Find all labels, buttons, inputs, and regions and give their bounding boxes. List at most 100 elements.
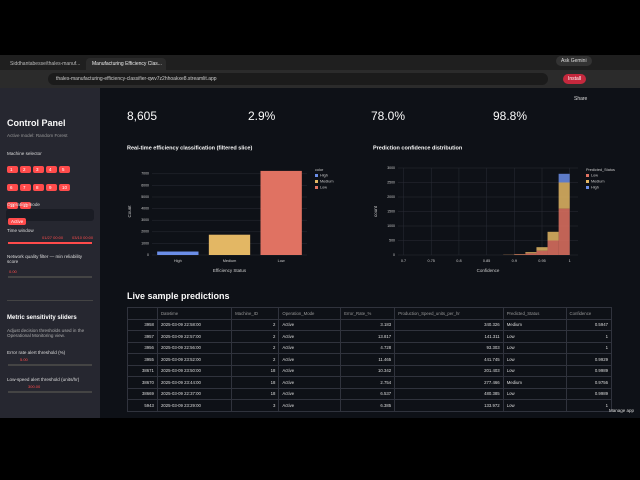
- column-header: Production_Speed_units_per_hr: [394, 307, 504, 320]
- legend-label: Medium: [591, 180, 605, 184]
- manage-app[interactable]: Manage app: [609, 408, 635, 413]
- tab[interactable]: Siddhantabesse/thales-manuf...: [10, 61, 81, 67]
- chip: Active: [8, 218, 27, 225]
- histogram-bar: [514, 254, 526, 255]
- chip: 1: [7, 166, 18, 173]
- legend-swatch: [586, 180, 589, 183]
- cell: Low: [502, 353, 567, 366]
- column-header: [127, 307, 158, 320]
- slider[interactable]: [8, 391, 92, 393]
- x-tick-label: 0.75: [428, 259, 435, 263]
- cell: 2025-03-09 22:57:00: [156, 330, 233, 343]
- cell: 1: [565, 330, 612, 343]
- histogram: Prediction confidence distribution Confid…: [373, 145, 615, 273]
- section-title: Live sample predictions: [127, 291, 230, 301]
- cell: Active: [278, 376, 342, 389]
- y-tick-label: 1000: [141, 241, 149, 245]
- mode-select[interactable]: Active: [6, 209, 94, 225]
- cell: 18: [231, 376, 280, 389]
- cell: 2.754: [340, 376, 396, 389]
- x-axis-label: Efficiency Status: [213, 268, 247, 273]
- cell: 18: [231, 364, 280, 377]
- tab[interactable]: Manufacturing Efficiency Clas...: [86, 58, 166, 70]
- legend-label: Medium: [320, 180, 334, 184]
- x-tick-label: 1: [569, 259, 571, 263]
- legend-swatch: [315, 174, 318, 177]
- cell: 3958: [127, 318, 158, 331]
- metric: 2.9%: [248, 109, 276, 123]
- y-axis-label: count: [373, 205, 378, 217]
- metric: 98.8%: [493, 109, 528, 123]
- cell: 13.817: [340, 330, 396, 343]
- chip: 5: [59, 166, 70, 173]
- row: 3956 2025-03-09 22:56:00 2 Active 4.728 93.30…: [127, 341, 612, 354]
- legend-swatch: [315, 186, 318, 189]
- slider-value: 5.00: [20, 357, 28, 362]
- cell: 11.465: [340, 353, 396, 366]
- cell: 2025-03-09 23:50:00: [156, 364, 233, 377]
- bar-chart: Real-time efficiency classification (fil…: [127, 145, 334, 273]
- histogram-bar: [558, 173, 570, 183]
- label: Network quality filter — min reliability…: [7, 254, 83, 264]
- share[interactable]: Share: [574, 96, 588, 102]
- legend-label: High: [320, 174, 328, 178]
- chip: 10: [59, 184, 71, 191]
- y-tick-label: 3000: [141, 218, 149, 222]
- legend-label: High: [591, 186, 599, 190]
- divider: [7, 300, 93, 301]
- y-tick-label: 2500: [387, 180, 395, 184]
- slider[interactable]: [8, 276, 92, 278]
- cell: 2025-03-09 22:56:00: [156, 341, 233, 354]
- cell: 441.745: [394, 353, 504, 366]
- ask-button[interactable]: Ask Gemini: [556, 56, 592, 66]
- label: Low-speed alert threshold (units/hr): [7, 377, 80, 382]
- chip: 12: [20, 202, 32, 209]
- y-tick-label: 3000: [387, 166, 395, 170]
- slider[interactable]: [8, 364, 92, 366]
- cell: 18: [231, 387, 280, 400]
- legend-swatch: [315, 180, 318, 183]
- cell: Active: [278, 399, 342, 412]
- label: Machine selector: [7, 151, 42, 156]
- label: Time window: [7, 228, 34, 233]
- legend-title: Predicted_Status: [586, 168, 615, 172]
- y-tick-label: 2000: [387, 195, 395, 199]
- range-end: 03/10 00:00: [72, 235, 94, 240]
- cell: Medium: [502, 376, 567, 389]
- header-row: Datetime Machine_ID Operation_Mode Error_Ra…: [127, 307, 612, 320]
- label: Error rate alert threshold (%): [7, 350, 66, 355]
- chip: 9: [46, 184, 57, 191]
- cell: 133.972: [394, 399, 504, 412]
- cell: Low: [502, 387, 567, 400]
- column-header: Error_Rate_%: [340, 307, 396, 320]
- histogram-bar: [536, 247, 548, 251]
- chip: 2: [20, 166, 31, 173]
- multiselect[interactable]: 1 2 3 4 56 7 8 9 1011 12: [6, 158, 71, 212]
- cell: 4.728: [340, 341, 396, 354]
- row: 5943 2025-03-09 23:29:00 3 Active 6.385 133.9…: [127, 399, 612, 412]
- cell: Active: [278, 318, 342, 331]
- cell: 2025-03-09 22:37:00: [156, 387, 233, 400]
- sidebar-title: Control Panel: [7, 118, 66, 128]
- cell: 3955: [127, 353, 158, 366]
- cell: 3957: [127, 330, 158, 343]
- x-tick-label: Medium: [223, 259, 237, 263]
- row: 38670 2025-03-09 23:44:00 18 Active 2.754 277…: [127, 376, 612, 389]
- bar: [208, 234, 251, 255]
- cell: 0.9989: [565, 387, 612, 400]
- range-start: 01/27 00:00: [42, 235, 64, 240]
- cell: 2: [231, 341, 280, 354]
- address-bar[interactable]: thales-manufacturing-efficiency-classifi…: [48, 73, 548, 85]
- x-tick-label: High: [174, 259, 182, 263]
- cell: 3956: [127, 341, 158, 354]
- x-tick-label: 0.8: [456, 259, 461, 263]
- toolbar: thales-manufacturing-efficiency-classifi…: [0, 56, 640, 88]
- histogram-bar: [558, 182, 570, 209]
- slider[interactable]: [8, 242, 92, 244]
- install-button[interactable]: Install: [563, 74, 587, 84]
- cell: 2025-03-09 22:58:00: [156, 318, 233, 331]
- legend-label: Low: [320, 186, 327, 190]
- model: Active model: Random Forest: [7, 133, 68, 138]
- chip: 8: [33, 184, 44, 191]
- cell: 0.5947: [565, 318, 612, 331]
